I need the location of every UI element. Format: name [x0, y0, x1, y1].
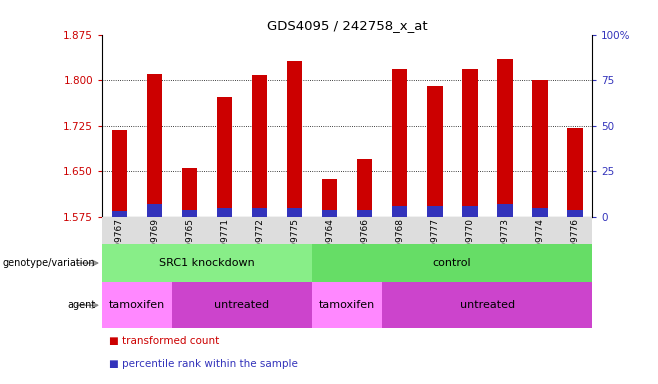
- Bar: [112, 212, 128, 217]
- Bar: [312, 244, 592, 282]
- Text: GSM709774: GSM709774: [535, 218, 544, 273]
- Text: ■ percentile rank within the sample: ■ percentile rank within the sample: [109, 359, 297, 369]
- Text: agent: agent: [67, 300, 95, 310]
- Text: GSM709767: GSM709767: [115, 218, 124, 273]
- Text: GSM709764: GSM709764: [325, 218, 334, 273]
- Text: GSM709769: GSM709769: [150, 218, 159, 273]
- Bar: [102, 244, 312, 282]
- Bar: [427, 206, 443, 217]
- Text: SRC1 knockdown: SRC1 knockdown: [159, 258, 255, 268]
- Text: ■ transformed count: ■ transformed count: [109, 336, 219, 346]
- Bar: [182, 210, 197, 217]
- Bar: [322, 179, 338, 217]
- Bar: [102, 282, 172, 328]
- Bar: [462, 206, 478, 217]
- Bar: [251, 75, 267, 217]
- Text: GSM709776: GSM709776: [570, 218, 579, 273]
- Bar: [382, 282, 592, 328]
- Bar: [567, 127, 582, 217]
- Bar: [462, 69, 478, 217]
- Title: GDS4095 / 242758_x_at: GDS4095 / 242758_x_at: [266, 19, 428, 32]
- Bar: [112, 130, 128, 217]
- Bar: [497, 204, 513, 217]
- Text: untreated: untreated: [215, 300, 270, 310]
- Text: GSM709765: GSM709765: [185, 218, 194, 273]
- Bar: [287, 208, 303, 217]
- Text: GSM709766: GSM709766: [360, 218, 369, 273]
- Text: GSM709777: GSM709777: [430, 218, 439, 273]
- Bar: [357, 159, 372, 217]
- Bar: [357, 210, 372, 217]
- Text: GSM709771: GSM709771: [220, 218, 229, 273]
- Bar: [312, 282, 382, 328]
- Text: untreated: untreated: [459, 300, 515, 310]
- Bar: [147, 74, 163, 217]
- Text: control: control: [433, 258, 471, 268]
- Bar: [182, 168, 197, 217]
- Text: GSM709768: GSM709768: [395, 218, 404, 273]
- Bar: [251, 208, 267, 217]
- Text: GSM709773: GSM709773: [500, 218, 509, 273]
- Text: GSM709775: GSM709775: [290, 218, 299, 273]
- Bar: [216, 96, 232, 217]
- Bar: [322, 210, 338, 217]
- Text: tamoxifen: tamoxifen: [319, 300, 375, 310]
- Text: GSM709772: GSM709772: [255, 218, 264, 273]
- Bar: [287, 61, 303, 217]
- Text: tamoxifen: tamoxifen: [109, 300, 165, 310]
- Bar: [497, 59, 513, 217]
- Text: genotype/variation: genotype/variation: [3, 258, 95, 268]
- Bar: [532, 80, 547, 217]
- Bar: [172, 282, 312, 328]
- Bar: [567, 210, 582, 217]
- Text: GSM709770: GSM709770: [465, 218, 474, 273]
- Bar: [392, 206, 407, 217]
- Bar: [532, 208, 547, 217]
- Bar: [392, 69, 407, 217]
- Bar: [216, 208, 232, 217]
- Bar: [147, 204, 163, 217]
- Bar: [427, 86, 443, 217]
